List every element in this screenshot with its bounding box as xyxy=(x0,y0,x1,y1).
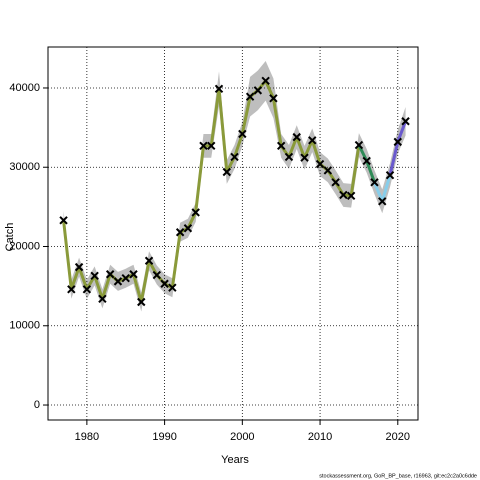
y-tick-label: 30000 xyxy=(9,161,40,173)
catch-line-segment xyxy=(233,132,244,159)
catch-line-segment xyxy=(77,265,89,291)
observation-cross xyxy=(238,129,247,139)
observation-cross xyxy=(59,216,68,225)
observation-cross xyxy=(90,271,99,281)
observation-cross xyxy=(385,170,395,180)
catch-line-segment xyxy=(132,272,143,304)
catch-line-segment xyxy=(396,119,408,144)
observation-cross xyxy=(168,283,177,292)
observation-cross xyxy=(214,84,224,93)
caption: stockassessment.org, GoR_BP_base, r16963… xyxy=(319,473,477,479)
observation-cross xyxy=(207,141,216,151)
x-tick-label: 2000 xyxy=(230,431,254,443)
catch-line-segment xyxy=(388,140,400,177)
observation-cross xyxy=(199,141,208,151)
observation-cross xyxy=(284,152,294,162)
y-tick-label: 40000 xyxy=(9,82,40,94)
catch-line-segment xyxy=(310,138,322,166)
catch-line-segment xyxy=(349,143,361,198)
catch-line-segment xyxy=(93,274,104,301)
plot-frame xyxy=(47,46,419,421)
observation-cross xyxy=(113,277,123,286)
observation-cross xyxy=(362,156,371,166)
catch-line-segment xyxy=(217,87,229,174)
observation-cross xyxy=(230,152,239,162)
catch-line-segment xyxy=(287,135,299,159)
observation-cross xyxy=(121,273,130,283)
catch-line-segment xyxy=(240,95,252,136)
observation-cross xyxy=(339,190,348,200)
y-tick-label: 0 xyxy=(34,399,40,411)
observation-cross xyxy=(354,140,364,150)
observation-cross xyxy=(308,136,317,145)
observation-cross xyxy=(175,228,185,237)
observation-cross xyxy=(300,153,309,162)
x-tick-label: 2010 xyxy=(308,431,332,443)
catch-line-segment xyxy=(271,96,283,148)
catch-line-segment xyxy=(69,265,81,291)
observation-cross xyxy=(261,76,270,86)
catch-line-segment xyxy=(372,180,384,203)
observation-cross xyxy=(183,224,193,233)
observation-cross xyxy=(331,178,340,187)
observation-cross xyxy=(82,285,92,294)
observation-cross xyxy=(253,86,263,95)
catch-line-segment xyxy=(194,144,205,214)
x-tick-label: 2020 xyxy=(386,431,410,443)
observation-cross xyxy=(315,159,325,169)
catch-line-segment xyxy=(100,272,112,301)
observation-cross xyxy=(346,191,356,200)
catch-line-segment xyxy=(365,159,376,184)
observation-cross xyxy=(191,208,200,217)
observation-cross xyxy=(276,141,286,151)
observation-cross xyxy=(378,197,387,206)
observation-cross xyxy=(98,294,107,304)
catch-line-segment xyxy=(303,138,314,160)
observation-cross xyxy=(105,270,115,279)
catch-line-segment xyxy=(139,259,151,304)
observation-cross xyxy=(144,256,154,265)
observation-cross xyxy=(152,270,162,280)
catch-line-segment xyxy=(295,135,307,160)
catch-line-segment xyxy=(380,173,392,203)
observation-cross xyxy=(74,262,84,272)
observation-cross xyxy=(393,137,402,147)
observation-cross xyxy=(222,167,231,177)
x-axis-label: Years xyxy=(221,454,249,466)
y-tick-label: 20000 xyxy=(9,240,40,252)
catch-line-segment xyxy=(62,218,73,291)
observation-cross xyxy=(67,285,76,294)
observation-cross xyxy=(160,279,169,288)
catch-line-segment xyxy=(264,79,275,100)
x-tick-label: 1980 xyxy=(75,431,99,443)
observation-cross xyxy=(269,94,278,103)
observation-cross xyxy=(370,178,379,187)
observation-cross xyxy=(292,132,301,142)
y-axis-label: Catch xyxy=(4,223,16,252)
observation-cross xyxy=(245,92,255,101)
observation-cross xyxy=(323,166,333,175)
x-tick-label: 1990 xyxy=(152,431,176,443)
y-tick-label: 10000 xyxy=(9,320,40,332)
observation-cross xyxy=(137,297,146,307)
confidence-band xyxy=(63,61,406,312)
catch-line-segment xyxy=(209,87,221,148)
catch-line-segment xyxy=(170,230,182,290)
observation-cross xyxy=(129,270,138,279)
observation-cross xyxy=(401,117,410,126)
